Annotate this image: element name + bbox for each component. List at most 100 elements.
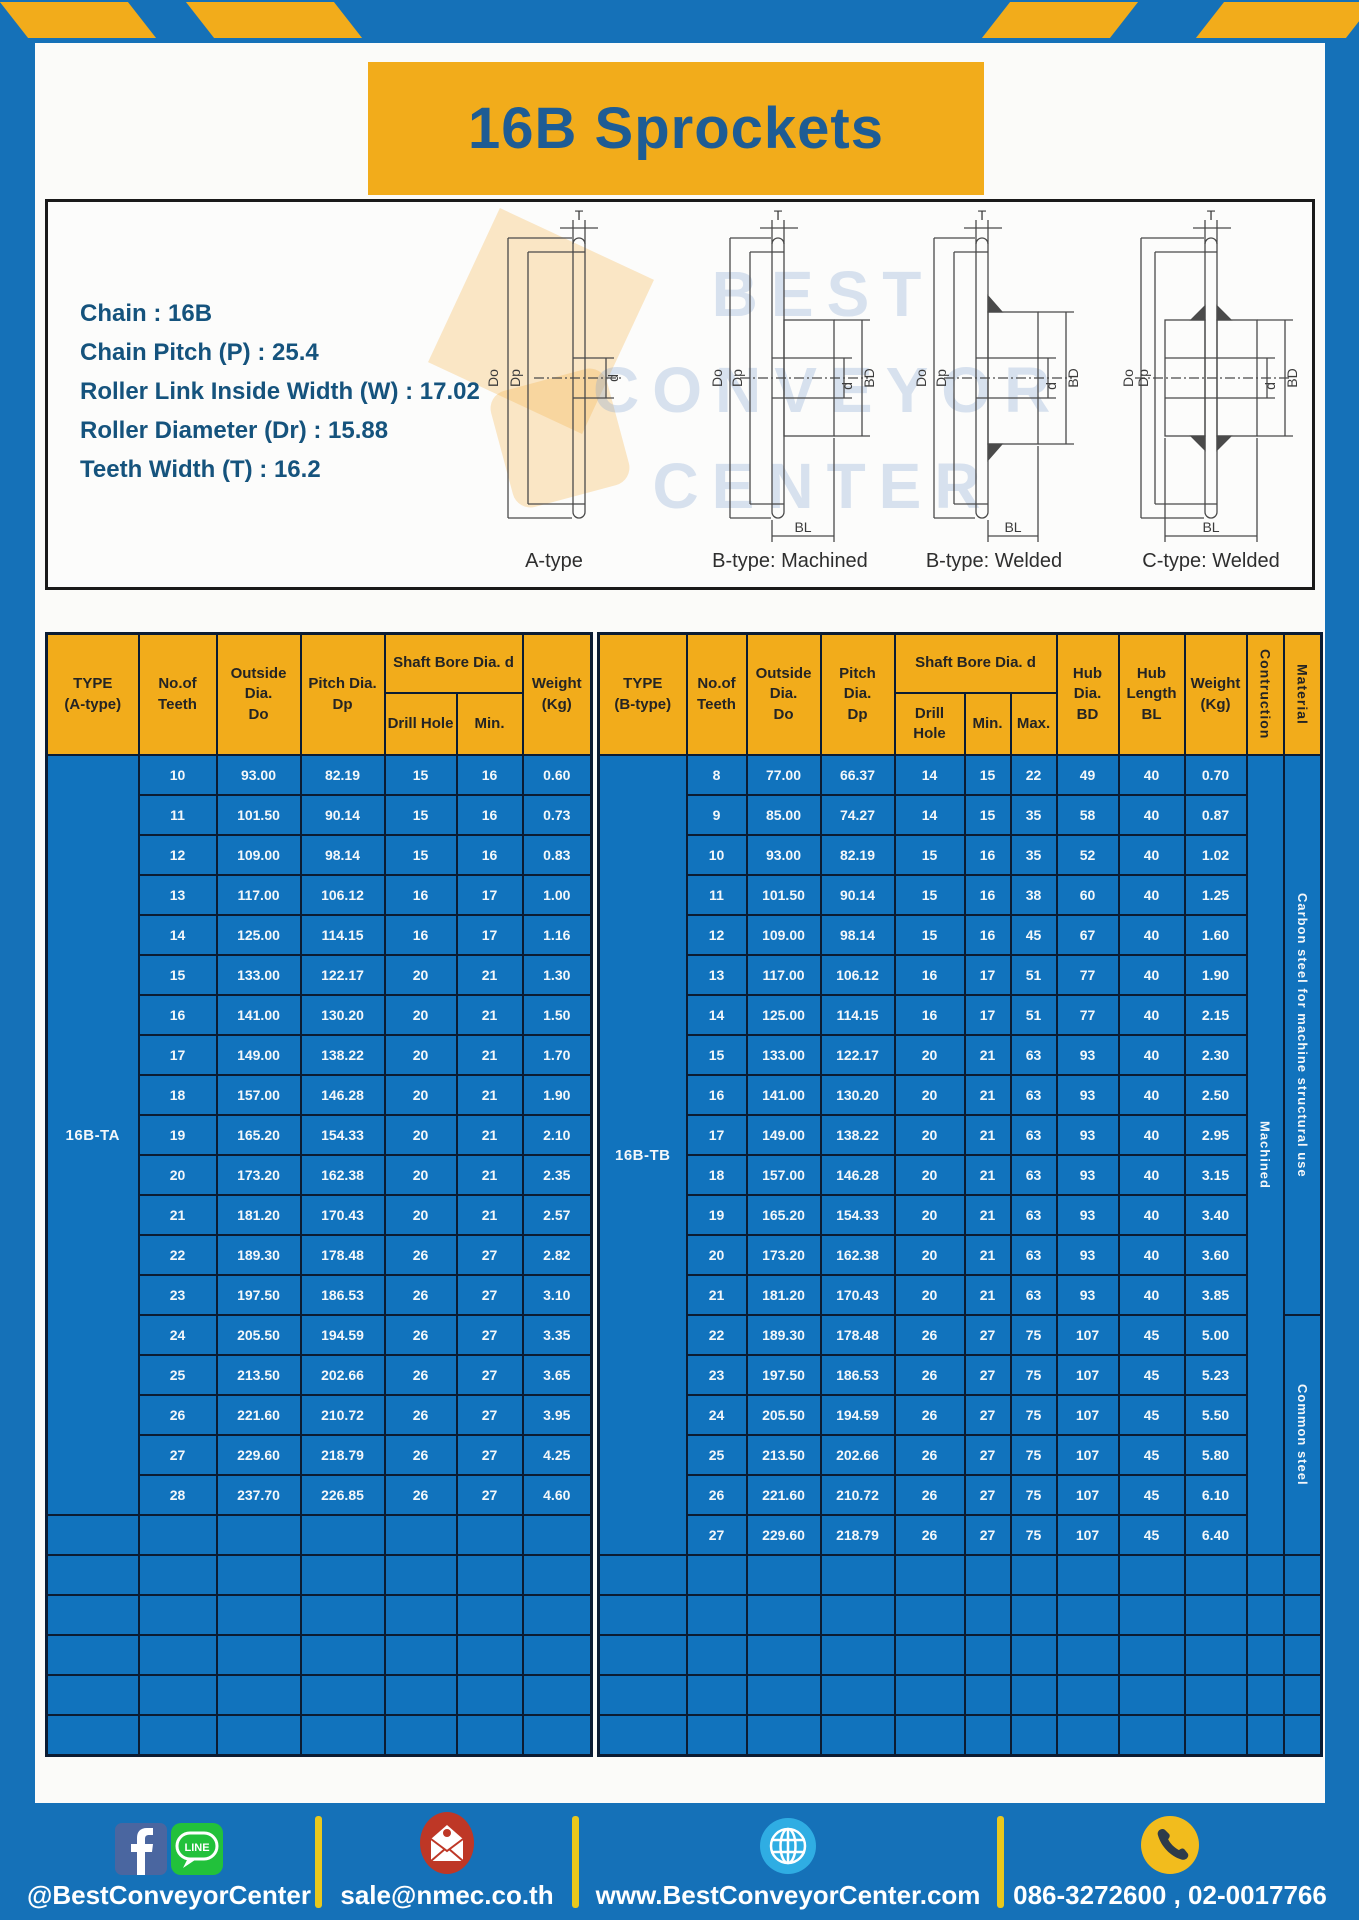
table-cell: 138.22 [819, 1114, 896, 1156]
table-cell: 101.50 [745, 874, 822, 916]
table-cell: 5.80 [1183, 1434, 1248, 1476]
empty-cell [1117, 1714, 1186, 1757]
page-body: 16B Sprockets BEST CONVEYOR CENTER Chain… [35, 43, 1325, 1803]
dim-label-bd: BD [1065, 368, 1081, 387]
th-hub-dia: Hub Dia. BD [1055, 632, 1120, 756]
table-cell: 17 [455, 914, 524, 956]
table-cell: 109.00 [215, 834, 302, 876]
empty-cell [383, 1594, 458, 1636]
table-cell: 45 [1117, 1474, 1186, 1516]
empty-cell [1055, 1594, 1120, 1636]
table-cell: 2.15 [1183, 994, 1248, 1036]
spec-line: Chain : 16B [80, 300, 213, 327]
table-cell: 26 [383, 1234, 458, 1276]
table-row: 20 173.20 162.38 20 21 63 93 40 3.60 [599, 1234, 1322, 1276]
table-cell: 26 [137, 1394, 218, 1436]
watermark-text: BEST CONVEYOR CENTER [593, 246, 1053, 534]
table-cell: 16 [893, 954, 966, 996]
table-cell: 27 [963, 1394, 1012, 1436]
table-row: 18 157.00 146.28 20 21 63 93 40 3.15 [599, 1154, 1322, 1196]
sprocket-drawing-b-type-welded: T Do Dp d BD BL [913, 208, 1081, 542]
empty-cell [383, 1714, 458, 1757]
table-cell: 20 [383, 954, 458, 996]
table-cell: 19 [685, 1194, 748, 1236]
table-cell: 6.40 [1183, 1514, 1248, 1556]
empty-cell [685, 1554, 748, 1596]
table-cell: 27 [455, 1434, 524, 1476]
table-cell: 27 [137, 1434, 218, 1476]
table-cell: 15 [963, 794, 1012, 836]
table-cell: 98.14 [819, 914, 896, 956]
footer-phone-section: 086-3272600 , 02-0017766 [1004, 1803, 1336, 1920]
table-cell: 1.90 [1183, 954, 1248, 996]
table-cell: 154.33 [819, 1194, 896, 1236]
dim-label-t: T [575, 208, 584, 223]
empty-cell [299, 1594, 386, 1636]
table-cell: 19 [137, 1114, 218, 1156]
diagram-box: BEST CONVEYOR CENTER Chain : 16B Chain P… [45, 199, 1315, 590]
table-a-body: 16B-TA 10 93.00 82.19 15 16 0.60 11 101.50 90.14 1… [45, 754, 593, 1757]
empty-cell [137, 1554, 218, 1596]
table-cell: 15 [685, 1034, 748, 1076]
table-cell: 45 [1117, 1514, 1186, 1556]
table-cell: 25 [137, 1354, 218, 1396]
empty-cell [597, 1554, 688, 1596]
table-cell: 93 [1055, 1034, 1120, 1076]
empty-cell [1183, 1594, 1248, 1636]
empty-cell [597, 1594, 688, 1636]
empty-cell [215, 1514, 302, 1556]
table-cell: 15 [893, 834, 966, 876]
th-max: Max. [1009, 692, 1058, 756]
caption-b-type-machined: B-type: Machined [712, 550, 868, 572]
table-cell: 173.20 [745, 1234, 822, 1276]
table-cell: 40 [1117, 794, 1186, 836]
th-hub-length: Hub Length BL [1117, 632, 1186, 756]
table-cell: 27 [455, 1474, 524, 1516]
table-row: 13 117.00 106.12 16 17 51 77 40 1.90 [599, 954, 1322, 996]
table-cell: 27 [455, 1314, 524, 1356]
table-cell: 20 [137, 1154, 218, 1196]
table-cell: 210.72 [819, 1474, 896, 1516]
empty-cell [745, 1714, 822, 1757]
empty-row [597, 1554, 1323, 1596]
table-cell: 18 [137, 1074, 218, 1116]
table-cell: 162.38 [819, 1234, 896, 1276]
table-cell: 15 [893, 914, 966, 956]
table-cell: 22 [685, 1314, 748, 1356]
table-cell: 213.50 [745, 1434, 822, 1476]
table-cell: 165.20 [745, 1194, 822, 1236]
table-cell: 9 [685, 794, 748, 836]
table-cell: 26 [685, 1474, 748, 1516]
table-cell: 181.20 [745, 1274, 822, 1316]
table-cell: 157.00 [215, 1074, 302, 1116]
table-cell: 67 [1055, 914, 1120, 956]
empty-cell [819, 1714, 896, 1757]
dim-label-bl: BL [794, 519, 811, 535]
footer-website-section: www.BestConveyorCenter.com [579, 1803, 997, 1920]
table-cell: 197.50 [215, 1274, 302, 1316]
empty-cell [137, 1594, 218, 1636]
table-cell: 107 [1055, 1474, 1120, 1516]
table-cell: 194.59 [819, 1394, 896, 1436]
table-row: 25 213.50 202.66 26 27 75 107 45 5.80 [599, 1434, 1322, 1476]
table-row: 28 237.70 226.85 26 27 4.60 [47, 1474, 593, 1516]
table-row: 9 85.00 74.27 14 15 35 58 40 0.87 [599, 794, 1322, 836]
table-cell: 17 [455, 874, 524, 916]
footer-contact-bar: LINE @BestConveyorCenter sale@nmec.co.th [0, 1803, 1359, 1920]
empty-cell [215, 1594, 302, 1636]
table-cell: 20 [685, 1234, 748, 1276]
spec-line: Roller Diameter (Dr) : 15.88 [80, 417, 389, 444]
table-row: 15 133.00 122.17 20 21 1.30 [47, 954, 593, 996]
table-row: 22 189.30 178.48 26 27 2.82 [47, 1234, 593, 1276]
table-cell: 93 [1055, 1194, 1120, 1236]
hazard-stripe [981, 2, 1139, 38]
table-cell: 20 [383, 1034, 458, 1076]
table-cell: 189.30 [745, 1314, 822, 1356]
table-cell: 2.82 [521, 1234, 593, 1276]
table-cell: 63 [1009, 1154, 1058, 1196]
email-address: sale@nmec.co.th [340, 1880, 554, 1910]
dim-label-dp: Dp [1135, 369, 1151, 387]
empty-row [597, 1634, 1323, 1676]
table-cell: 27 [455, 1234, 524, 1276]
hazard-stripe [0, 2, 157, 38]
